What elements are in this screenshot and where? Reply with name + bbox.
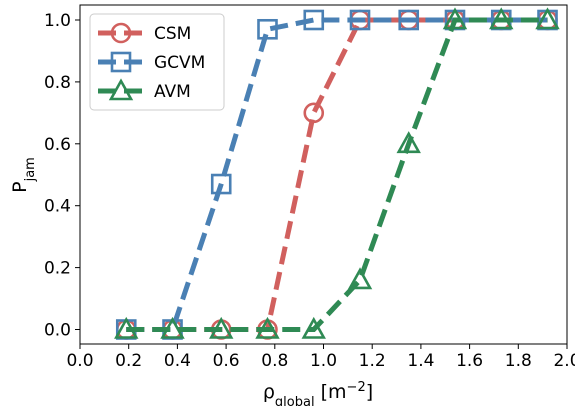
data-point-csm xyxy=(303,102,325,124)
x-axis-label-sub: global xyxy=(275,395,315,406)
x-tick-label: 1.8 xyxy=(505,351,532,371)
x-tick-label: 0.4 xyxy=(164,351,191,371)
y-axis-label: Pjam xyxy=(9,157,38,193)
data-point-avm xyxy=(442,7,468,30)
data-point-gcvm xyxy=(349,9,371,31)
x-tick-label: 1.2 xyxy=(359,351,386,371)
legend-label: CSM xyxy=(154,24,191,44)
y-tick-label: 0.6 xyxy=(44,135,71,155)
data-point-gcvm xyxy=(398,9,420,31)
legend-label: AVM xyxy=(154,82,191,102)
data-point-gcvm xyxy=(303,9,325,31)
legend-label: GCVM xyxy=(154,53,205,73)
y-tick-label: 0.4 xyxy=(44,197,71,217)
legend-item-avm: AVM xyxy=(98,78,191,102)
x-tick-label: 0.6 xyxy=(213,351,240,371)
y-tick-label: 1.0 xyxy=(44,11,71,31)
x-tick-label: 2.0 xyxy=(553,351,575,371)
x-axis-label-unit: [m xyxy=(315,381,347,403)
x-axis-label-main: ρ xyxy=(263,381,275,403)
x-tick-label: 1.6 xyxy=(456,351,483,371)
legend-item-csm: CSM xyxy=(98,22,191,44)
x-tick-label: 0.0 xyxy=(66,351,93,371)
data-point-avm xyxy=(160,316,185,339)
data-point-avm xyxy=(347,267,373,290)
x-tick-label: 0.8 xyxy=(261,351,288,371)
y-tick-label: 0.8 xyxy=(44,73,71,93)
ticks-layer: 0.0 0.2 0.4 0.6 0.8 1.0 1.2 1.4 1.6 1.8 2.0 0.0 0.2 0… xyxy=(44,11,575,371)
data-point-avm xyxy=(209,316,234,339)
legend-marker xyxy=(110,22,132,44)
y-axis-label-main: P xyxy=(9,181,31,192)
legend: CSM GCVM AVM xyxy=(89,13,225,111)
x-tick-label: 1.4 xyxy=(407,351,434,371)
data-point-avm xyxy=(114,316,139,339)
x-axis-label-unit-close: ] xyxy=(366,381,373,403)
legend-marker xyxy=(110,51,132,73)
data-point-avm xyxy=(255,316,280,339)
data-point-gcvm xyxy=(210,173,232,195)
legend-item-gcvm: GCVM xyxy=(98,51,205,73)
x-tick-label: 1.0 xyxy=(310,351,337,371)
legend-marker xyxy=(108,78,134,101)
data-point-avm xyxy=(396,131,421,154)
data-point-gcvm xyxy=(257,18,278,40)
y-tick-label: 0.2 xyxy=(44,259,71,279)
data-point-avm xyxy=(535,7,560,30)
y-tick-label: 0.0 xyxy=(44,321,71,341)
y-axis-label-sub: jam xyxy=(23,157,38,182)
x-tick-label: 0.2 xyxy=(115,351,142,371)
data-point-avm xyxy=(489,7,514,30)
series-layer xyxy=(114,7,560,340)
series-line-avm xyxy=(126,17,548,332)
series-avm xyxy=(114,7,560,339)
x-axis-label-unit-sup: −2 xyxy=(347,380,366,395)
x-axis-label: ρglobal [m−2] xyxy=(263,380,373,406)
data-point-avm xyxy=(301,316,326,339)
